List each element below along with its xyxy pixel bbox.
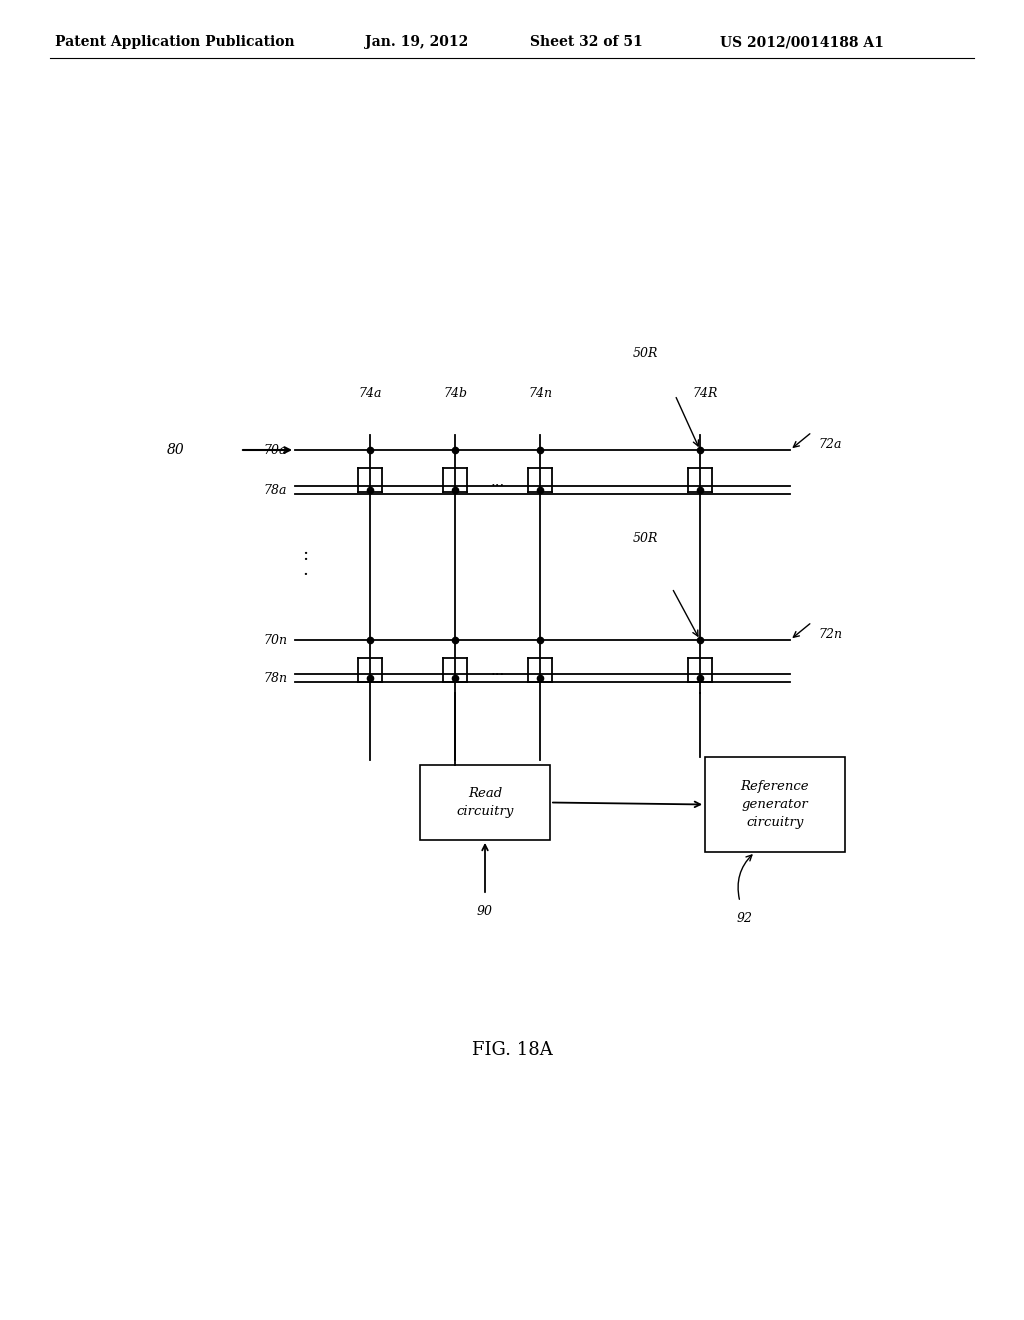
Text: 74b: 74b [443, 387, 467, 400]
Text: Reference
generator
circuitry: Reference generator circuitry [740, 780, 809, 829]
FancyBboxPatch shape [420, 766, 550, 840]
Text: 74a: 74a [358, 387, 382, 400]
Text: 70a: 70a [263, 444, 287, 457]
Text: 80: 80 [167, 444, 185, 457]
Text: 50R: 50R [632, 532, 657, 545]
Text: :: : [302, 546, 308, 564]
Text: Sheet 32 of 51: Sheet 32 of 51 [530, 36, 643, 49]
Text: 78a: 78a [263, 483, 287, 496]
Text: .: . [302, 561, 308, 579]
Text: Jan. 19, 2012: Jan. 19, 2012 [365, 36, 468, 49]
Text: 78n: 78n [263, 672, 287, 685]
Text: 72a: 72a [818, 438, 842, 451]
Text: FIG. 18A: FIG. 18A [472, 1041, 552, 1059]
Text: 72n: 72n [818, 628, 842, 642]
Text: 74n: 74n [528, 387, 552, 400]
Text: 92: 92 [737, 912, 753, 925]
Text: 70n: 70n [263, 634, 287, 647]
Text: 90: 90 [477, 906, 493, 917]
FancyBboxPatch shape [705, 756, 845, 851]
Text: Read
circuitry: Read circuitry [457, 787, 514, 818]
Text: US 2012/0014188 A1: US 2012/0014188 A1 [720, 36, 884, 49]
Text: Patent Application Publication: Patent Application Publication [55, 36, 295, 49]
Text: ...: ... [490, 664, 505, 678]
Text: 50R: 50R [632, 347, 657, 360]
Text: 74R: 74R [692, 387, 718, 400]
Text: ...: ... [490, 475, 505, 488]
